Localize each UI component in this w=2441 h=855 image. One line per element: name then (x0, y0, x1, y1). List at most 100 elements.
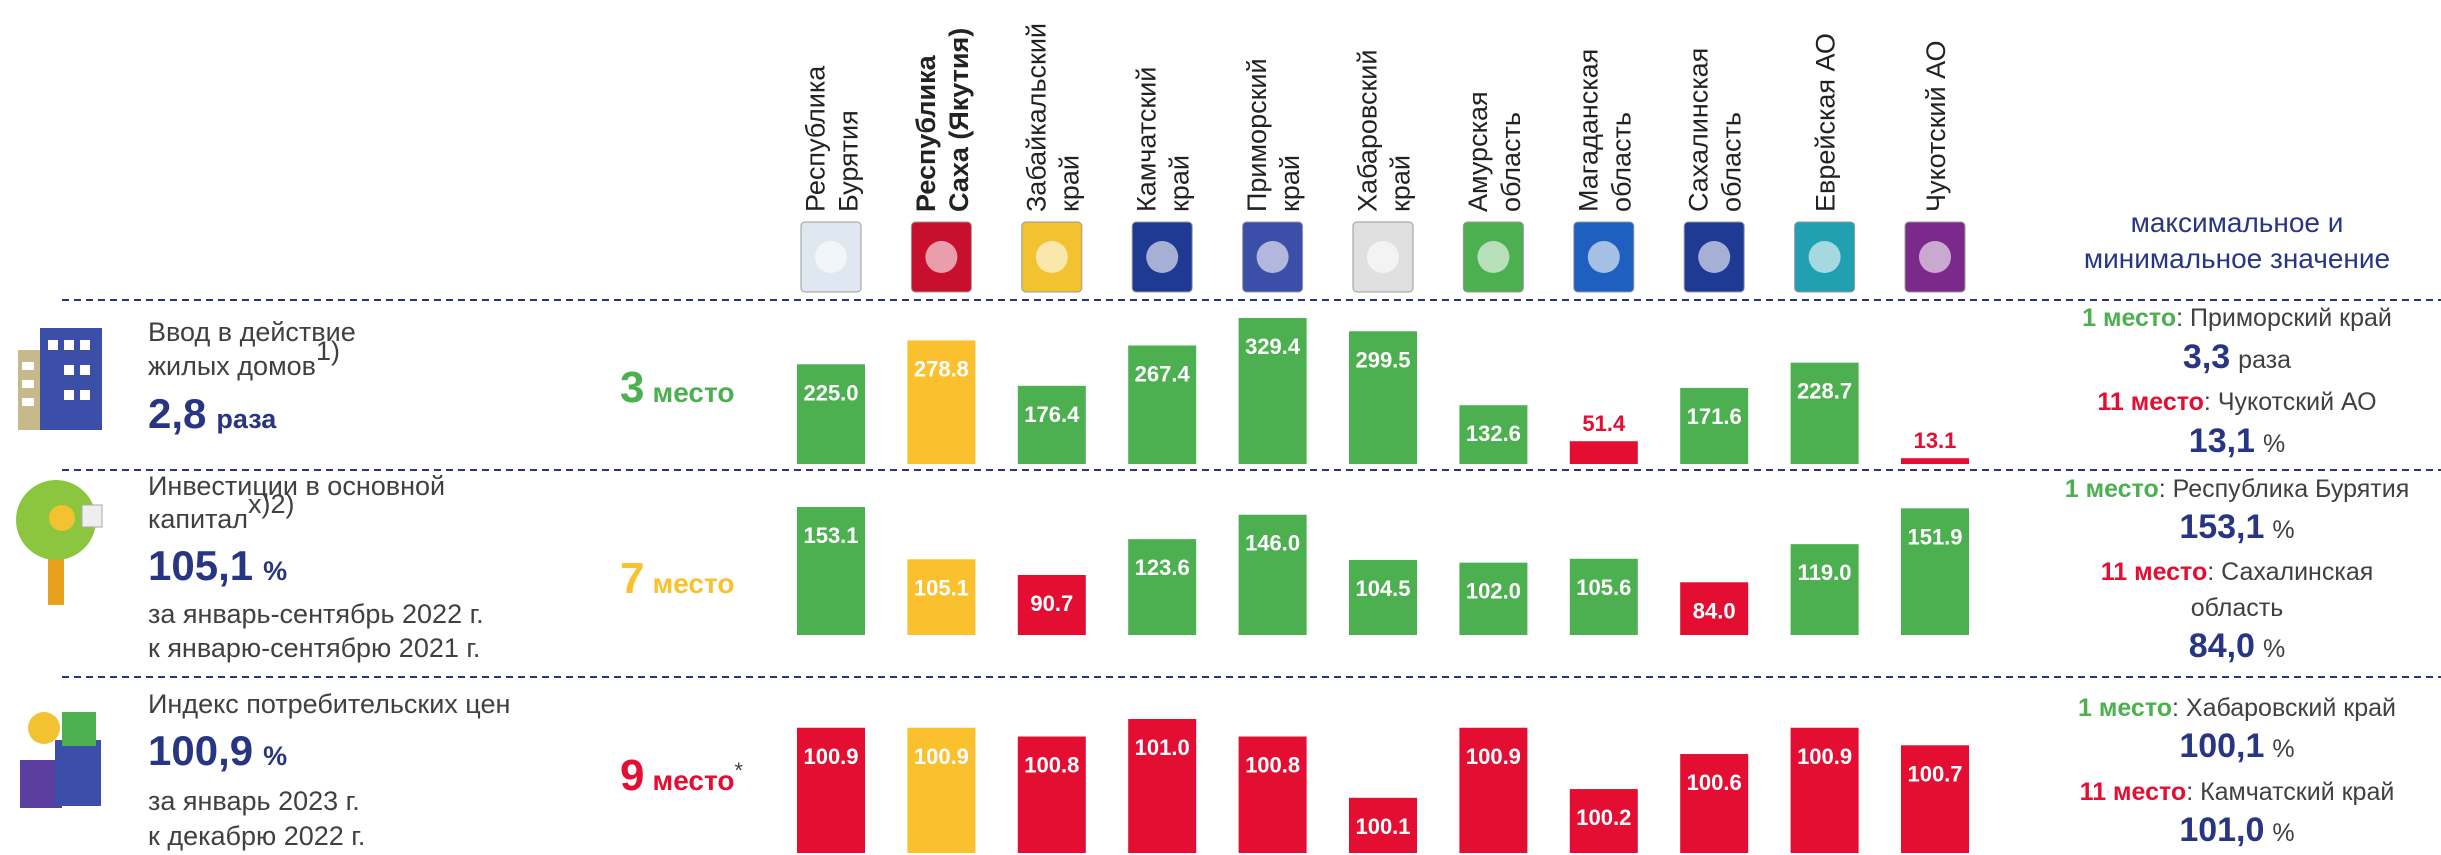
best-label-part: : Республика Бурятия (2159, 475, 2409, 503)
region-name: Республика (801, 65, 831, 212)
worst-value-part: % (2263, 635, 2285, 663)
bar-value-label: 90.7 (1030, 591, 1073, 616)
bar (797, 364, 865, 464)
bar-value-label: 101.0 (1135, 735, 1190, 760)
row-value-part: 100,9 (148, 727, 253, 774)
bar (1349, 797, 1417, 853)
bar (1128, 345, 1197, 464)
row-title: Инвестиции в основной (148, 471, 445, 501)
bar-value-label: 329.4 (1245, 334, 1301, 359)
bar-value-label: 102.0 (1466, 579, 1521, 604)
bar (1459, 405, 1528, 464)
region-name: Республика (911, 54, 941, 212)
worst-label-part: : Камчатский край (2186, 778, 2394, 806)
worst-label-part: область (2191, 594, 2284, 622)
row-note: за январь 2023 г. (148, 786, 360, 816)
bar (1459, 562, 1528, 635)
bar (1238, 736, 1307, 853)
bar-value-label: 171.6 (1687, 404, 1742, 429)
bar-value-label: 100.2 (1576, 805, 1631, 830)
worst-label-part: 11 место (2080, 778, 2187, 806)
max-min-header-part: минимальное значение (2084, 243, 2390, 274)
bar-value-label: 100.9 (914, 744, 969, 769)
region-name: край (1054, 155, 1084, 212)
row-title-part: Инвестиции в основной (148, 471, 445, 501)
row-note-part: за январь 2023 г. (148, 786, 360, 816)
region-name: область (1496, 112, 1526, 212)
region-name: область (1717, 112, 1747, 212)
row-title-part: жилых домов (148, 351, 316, 381)
bar-value-label: 228.7 (1797, 379, 1852, 404)
region-name: Амурская (1463, 91, 1493, 212)
bar (1680, 387, 1749, 464)
bar-value-label: 100.9 (1466, 744, 1521, 769)
row-title-part: 1) (316, 336, 340, 366)
bar-value-label: 151.9 (1907, 524, 1962, 549)
row-title: Ввод в действие (148, 317, 356, 347)
row-title-part: Индекс потребительских цен (148, 689, 510, 719)
worst-value: 101,0% (2179, 811, 2294, 849)
place-part: 9 (620, 751, 644, 800)
bar (1238, 514, 1307, 635)
bar-value-label: 104.5 (1355, 576, 1410, 601)
housing-icon (18, 328, 102, 430)
place-part: место (652, 568, 734, 599)
worst-value-part: 84,0 (2189, 627, 2255, 665)
bar (1680, 754, 1749, 853)
max-min-header: максимальное и (2131, 207, 2344, 238)
place: 9 место* (620, 751, 743, 800)
bar-value-label: 123.6 (1135, 555, 1190, 580)
region-emblem-detail (1367, 241, 1399, 273)
region-name: Сахалинская (1684, 48, 1714, 212)
bar-value-label: 100.8 (1245, 753, 1300, 778)
row-value-part: 105,1 (148, 542, 253, 589)
region-name: область (1606, 112, 1636, 212)
bar (1238, 318, 1307, 464)
bar-value-label: 84.0 (1693, 598, 1736, 623)
bar (1459, 727, 1528, 853)
bar (907, 559, 976, 635)
bar (1901, 458, 1969, 464)
row-note: к декабрю 2022 г. (148, 821, 365, 851)
region-name: Хабаровский (1353, 50, 1383, 212)
worst-label-part: 11 место (2097, 388, 2204, 416)
best-label: 1 место: Приморский край (2082, 304, 2392, 332)
worst-label-part: : Сахалинская (2207, 558, 2373, 586)
row-title: капиталх)2) (148, 489, 294, 534)
best-label: 1 место: Республика Бурятия (2065, 475, 2409, 503)
region-name: край (1275, 155, 1305, 212)
best-value-part: 153,1 (2179, 508, 2264, 546)
place: 3 место (620, 363, 734, 412)
bar (907, 340, 976, 464)
worst-label: область (2191, 594, 2284, 622)
best-value: 100,1% (2179, 727, 2294, 765)
bar (1790, 727, 1859, 853)
row-value-part: % (263, 556, 287, 586)
bar (797, 727, 865, 853)
worst-value-part: % (2263, 430, 2285, 458)
region-name: Чукотский АО (1921, 41, 1951, 213)
bar-value-label: 100.9 (803, 744, 858, 769)
place-part: 3 (620, 363, 644, 412)
row-title-part: х)2) (248, 489, 295, 519)
bar (1128, 539, 1197, 635)
best-label-part: 1 место (2065, 475, 2159, 503)
region-name: Забайкальский (1021, 23, 1051, 212)
bar (1017, 385, 1086, 464)
bar-value-label: 299.5 (1355, 347, 1410, 372)
bar-value-label: 119.0 (1798, 560, 1852, 585)
region-emblem-detail (815, 241, 847, 273)
best-label-part: : Приморский край (2176, 304, 2392, 332)
row-value-part: % (263, 741, 287, 771)
bar (797, 507, 865, 635)
region-emblem-detail (1698, 241, 1731, 273)
bar (1680, 582, 1749, 635)
region-emblem-detail (1146, 241, 1179, 273)
bar-value-label: 278.8 (914, 356, 969, 381)
worst-value-part: % (2272, 819, 2294, 847)
bar (1569, 789, 1638, 853)
region-emblem-detail (1256, 241, 1289, 273)
bar (1349, 559, 1417, 635)
bar (907, 727, 976, 853)
